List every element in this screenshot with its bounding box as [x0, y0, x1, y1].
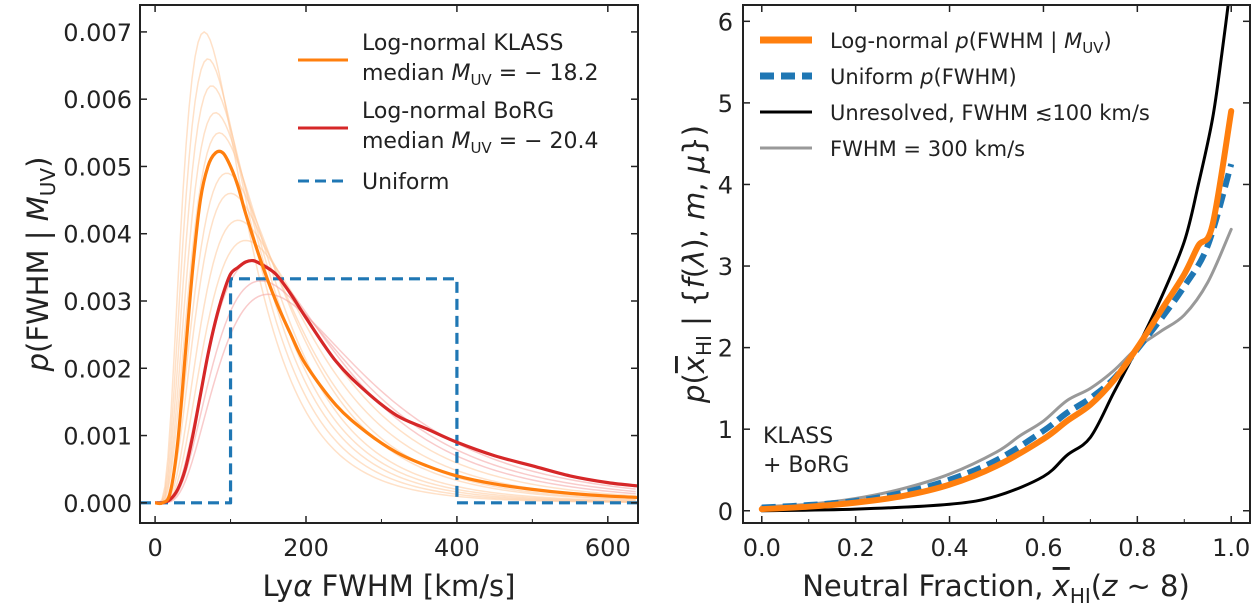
- right-x-tick-label: 0.8: [1118, 534, 1156, 562]
- left-faint-curve: [155, 192, 636, 504]
- right-legend-label: Uniform p(FWHM): [830, 65, 1017, 89]
- right-y-tick-label: 6: [718, 8, 733, 36]
- left-y-tick-label: 0.002: [63, 355, 132, 383]
- right-x-tick-label: 0.4: [930, 534, 968, 562]
- left-x-tick-label: 400: [434, 534, 480, 562]
- right-annotation-line2: + BoRG: [763, 453, 849, 478]
- right-panel: 0.0 0.2 0.4 0.6 0.8 1.0 0 1 2 3 4 5 6 Neutral Fracti…: [677, 4, 1251, 607]
- left-faint-curve: [155, 219, 636, 504]
- right-legend-label: Unresolved, FWHM ≲100 km/s: [830, 101, 1150, 125]
- left-legend-uniform-label: Uniform: [362, 170, 449, 195]
- right-series-unresolved: [760, 5, 1230, 513]
- right-annotation: KLASS + BoRG: [763, 424, 849, 478]
- left-y-tick-label: 0.006: [63, 86, 132, 114]
- left-y-tick-label: 0.005: [63, 153, 132, 181]
- left-x-tick-label: 600: [585, 534, 631, 562]
- right-x-axis-label: Neutral Fraction, xHI(z ∼ 8): [802, 569, 1190, 607]
- left-legend-item-klass: Log-normal KLASS median MUV = − 18.2: [298, 31, 599, 89]
- left-legend-klass-line1: Log-normal KLASS: [362, 31, 563, 56]
- left-x-tick-label: 200: [283, 534, 329, 562]
- left-faint-curve: [155, 293, 636, 504]
- right-legend-label: FWHM = 300 km/s: [830, 137, 1025, 161]
- left-y-tick-label: 0.000: [63, 490, 132, 518]
- left-legend-klass-line2: median MUV = − 18.2: [362, 61, 599, 89]
- right-y-tick-label: 3: [718, 253, 733, 281]
- left-legend-borg-line1: Log-normal BoRG: [362, 99, 554, 124]
- left-faint-curve: [155, 259, 636, 504]
- left-series-borg: [155, 258, 638, 505]
- left-ticks: 0 200 400 600 0.000 0.001 0.002 0.003 0.004 0.005…: [63, 5, 638, 562]
- left-faint-curve: [155, 280, 636, 504]
- left-y-tick-label: 0.001: [63, 423, 132, 451]
- left-legend: Log-normal KLASS median MUV = − 18.2 Log…: [298, 31, 599, 195]
- left-series-uniform: [140, 277, 638, 505]
- left-x-tick-label: 0: [147, 534, 162, 562]
- right-x-tick-label: 0.0: [743, 534, 781, 562]
- left-x-axis-label-rest: FWHM [km/s]: [312, 569, 515, 603]
- left-series-klass: [154, 149, 638, 506]
- right-series-lognormal: [758, 108, 1235, 513]
- right-annotation-line1: KLASS: [763, 424, 833, 449]
- left-faint-curve: [155, 111, 636, 504]
- left-x-axis-label-alpha: α: [293, 569, 312, 603]
- left-y-axis-label: p(FWHM | MUV): [21, 157, 60, 373]
- left-legend-item-borg: Log-normal BoRG median MUV = − 20.4: [298, 99, 599, 157]
- left-x-axis-label: Lyα FWHM [km/s]: [263, 569, 516, 603]
- left-series: [140, 149, 638, 506]
- right-y-tick-label: 1: [718, 416, 733, 444]
- left-faint-curve: [155, 132, 636, 504]
- left-x-axis-label-ly: Ly: [263, 569, 294, 603]
- left-faint-curve: [155, 239, 636, 504]
- right-legend-label: Log-normal p(FWHM | MUV): [830, 29, 1112, 57]
- right-series: [758, 5, 1235, 513]
- left-plot-frame: [139, 4, 639, 524]
- left-y-tick-label: 0.004: [63, 221, 132, 249]
- right-legend: Log-normal p(FWHM | MUV) Uniform p(FWHM) U…: [760, 29, 1150, 161]
- right-x-tick-label: 0.2: [837, 534, 875, 562]
- right-series-fwhm300: [760, 227, 1233, 509]
- left-y-tick-label: 0.007: [63, 19, 132, 47]
- right-y-tick-label: 5: [718, 90, 733, 118]
- right-y-axis-label: p(xHI | {f(λ), m, μ}): [677, 125, 716, 404]
- left-faint-curve: [155, 85, 636, 504]
- right-y-tick-label: 0: [718, 498, 733, 526]
- left-legend-item-uniform: Uniform: [298, 170, 449, 195]
- right-x-tick-label: 1.0: [1212, 534, 1250, 562]
- left-y-tick-label: 0.003: [63, 288, 132, 316]
- right-x-tick-label: 0.6: [1024, 534, 1062, 562]
- left-panel: 0 200 400 600 0.000 0.001 0.002 0.003 0.004 0.005…: [21, 4, 639, 603]
- right-y-tick-label: 2: [718, 335, 733, 363]
- left-legend-borg-line2: median MUV = − 20.4: [362, 129, 599, 157]
- right-ticks: 0.0 0.2 0.4 0.6 0.8 1.0 0 1 2 3 4 5 6: [718, 5, 1250, 562]
- right-y-tick-label: 4: [718, 171, 733, 199]
